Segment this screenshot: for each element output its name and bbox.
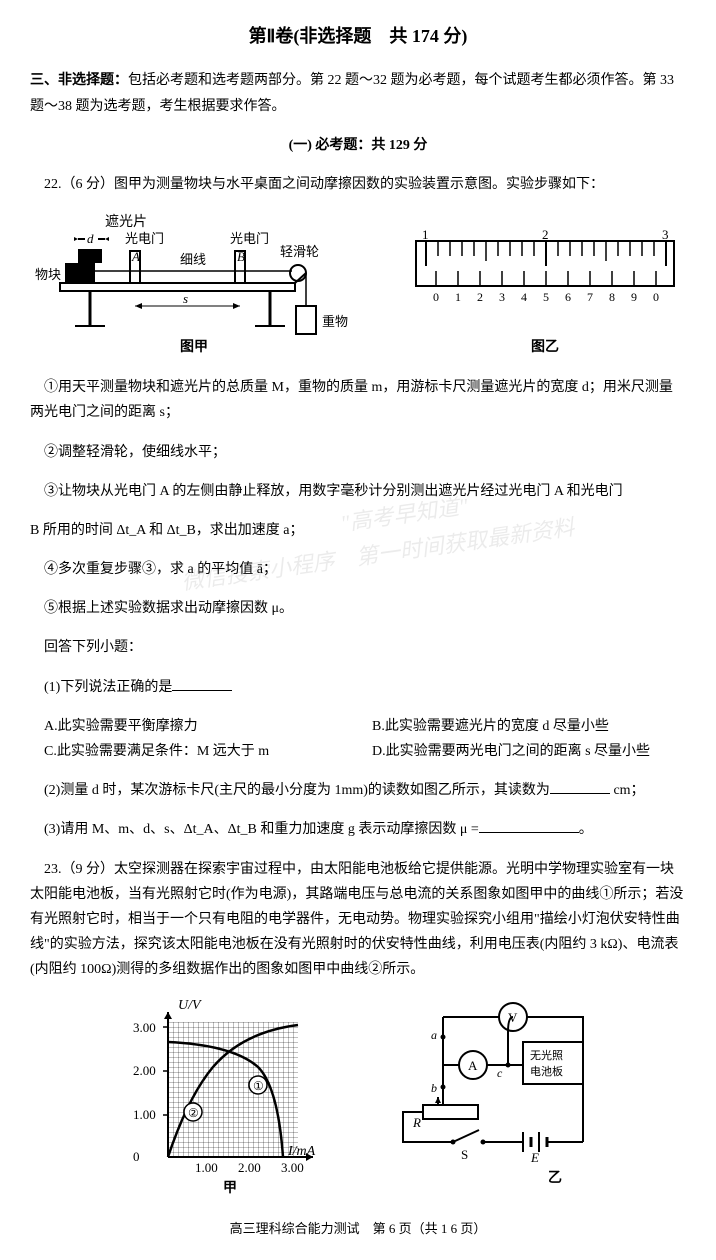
q22-head: 22.（6 分）图甲为测量物块与水平桌面之间动摩擦因数的实验装置示意图。实验步骤… <box>30 172 686 197</box>
v4: 4 <box>521 290 527 304</box>
box-l2: 电池板 <box>530 1064 563 1078</box>
v9: 9 <box>631 290 637 304</box>
q23-figures-row: U/V 0 1.00 2.00 3.00 1.00 2.00 3.00 I/mA <box>30 997 686 1197</box>
q22-step4: ④多次重复步骤③，求 a 的平均值 ā； <box>30 557 686 582</box>
S-label: S <box>461 1147 468 1162</box>
v1: 1 <box>455 290 461 304</box>
caption-jia: 图甲 <box>180 339 208 355</box>
label-gdm-a: 光电门 <box>125 231 164 246</box>
q23-fig-jia: U/V 0 1.00 2.00 3.00 1.00 2.00 3.00 I/mA <box>113 997 323 1197</box>
q22-step2: ②调整轻滑轮，使细线水平； <box>30 440 686 465</box>
main-2: 2 <box>542 227 549 242</box>
box-l1: 无光照 <box>530 1048 563 1062</box>
q22-step3b: B 所用的时间 Δt_A 和 Δt_B，求出加速度 a； <box>30 518 686 543</box>
q22-options: A.此实验需要平衡摩擦力 B.此实验需要遮光片的宽度 d 尽量小些 C.此实验需… <box>30 714 686 764</box>
caption-jia2: 甲 <box>223 1180 237 1196</box>
blank-3 <box>479 818 579 833</box>
label-wukuai: 物块 <box>35 267 61 282</box>
q22-sub3: (3)请用 M、m、d、s、Δt_A、Δt_B 和重力加速度 g 表示动摩擦因数… <box>30 817 686 842</box>
label-zheguangpian: 遮光片 <box>105 214 147 230</box>
xlabel: I/mA <box>287 1144 316 1159</box>
v6: 6 <box>565 290 571 304</box>
q22-figures-row: 遮光片 d 光电门 光电门 A B 细线 轻滑轮 物块 重物 <box>30 211 686 361</box>
q22-sub2: (2)测量 d 时，某次游标卡尺(主尺的最小分度为 1mm)的读数如图乙所示，其… <box>30 778 686 803</box>
label-gdm-b: 光电门 <box>230 231 269 246</box>
q23-fig-yi: V A 无光照 电池板 a c b R S <box>373 997 603 1197</box>
v10: 0 <box>653 290 659 304</box>
q22-sub1: (1)下列说法正确的是 <box>30 675 686 700</box>
label-qhl: 轻滑轮 <box>280 244 319 259</box>
option-D: D.此实验需要两光电门之间的距离 s 尽量小些 <box>358 739 686 764</box>
q22-sub2-text: (2)测量 d 时，某次游标卡尺(主尺的最小分度为 1mm)的读数如图乙所示，其… <box>44 783 550 798</box>
curve1-label: ① <box>253 1079 264 1093</box>
ylabel: U/V <box>178 998 202 1013</box>
q22-step1: ①用天平测量物块和遮光片的总质量 M，重物的质量 m，用游标卡尺测量遮光片的宽度… <box>30 375 686 425</box>
label-s: s <box>183 291 188 306</box>
volume-title: 第Ⅱ卷(非选择题 共 174 分) <box>30 20 686 52</box>
yt2: 2.00 <box>133 1063 156 1078</box>
q22-sub1-text: (1)下列说法正确的是 <box>44 680 172 695</box>
v7: 7 <box>587 290 593 304</box>
blank-1 <box>172 676 232 691</box>
xt1: 1.00 <box>195 1160 218 1175</box>
caption-yi: 图乙 <box>531 339 559 355</box>
E-label: E <box>530 1150 539 1165</box>
xt3: 3.00 <box>281 1160 304 1175</box>
v5: 5 <box>543 290 549 304</box>
v0: 0 <box>433 290 439 304</box>
yt1: 1.00 <box>133 1107 156 1122</box>
label-zhongwu: 重物 <box>322 314 348 329</box>
section-3-label: 三、非选择题： <box>30 73 128 88</box>
node-a: a <box>431 1028 437 1042</box>
q22-step5: ⑤根据上述实验数据求出动摩擦因数 μ。 <box>30 596 686 621</box>
main-scale: 1 2 3 <box>422 227 669 266</box>
q22-step3a: ③让物块从光电门 A 的左侧由静止释放，用数字毫秒计分别测出遮光片经过光电门 A… <box>30 479 686 504</box>
option-C: C.此实验需要满足条件：M 远大于 m <box>30 739 358 764</box>
node-b: b <box>431 1081 437 1095</box>
xt2: 2.00 <box>238 1160 261 1175</box>
q22-sub2-unit: cm； <box>613 783 644 798</box>
main-3: 3 <box>662 227 669 242</box>
q22-sub3-text: (3)请用 M、m、d、s、Δt_A、Δt_B 和重力加速度 g 表示动摩擦因数… <box>44 822 479 837</box>
v3: 3 <box>499 290 505 304</box>
main-1: 1 <box>422 227 429 242</box>
q22-sub3-end: 。 <box>579 822 593 837</box>
yt3: 3.00 <box>133 1020 156 1035</box>
curve2-label: ② <box>188 1106 199 1120</box>
label-xixian: 细线 <box>180 252 206 267</box>
label-d: d <box>87 231 94 246</box>
q22-fig-yi: 1 2 3 0 1 2 3 4 5 <box>406 211 686 361</box>
caption-yi2: 乙 <box>548 1170 562 1186</box>
subsection-1-head: (一) 必考题：共 129 分 <box>30 133 686 158</box>
page-footer: 高三理科综合能力测试 第 6 页（共 1 6 页） <box>30 1217 686 1240</box>
section-3-head: 三、非选择题：包括必考题和选考题两部分。第 22 题～32 题为必考题，每个试题… <box>30 68 686 118</box>
A-label: A <box>468 1058 478 1073</box>
q22-fig-jia: 遮光片 d 光电门 光电门 A B 细线 轻滑轮 物块 重物 <box>30 211 370 361</box>
q22-answer-head: 回答下列小题： <box>30 635 686 660</box>
option-B: B.此实验需要遮光片的宽度 d 尽量小些 <box>358 714 686 739</box>
option-A: A.此实验需要平衡摩擦力 <box>30 714 358 739</box>
v2: 2 <box>477 290 483 304</box>
blank-2 <box>550 779 610 794</box>
R-label: R <box>412 1115 421 1130</box>
q23-text: 23.（9 分）太空探测器在探索宇宙过程中，由太阳能电池板给它提供能源。光明中学… <box>30 857 686 983</box>
yt0: 0 <box>133 1149 140 1164</box>
v8: 8 <box>609 290 615 304</box>
node-c: c <box>497 1066 503 1080</box>
